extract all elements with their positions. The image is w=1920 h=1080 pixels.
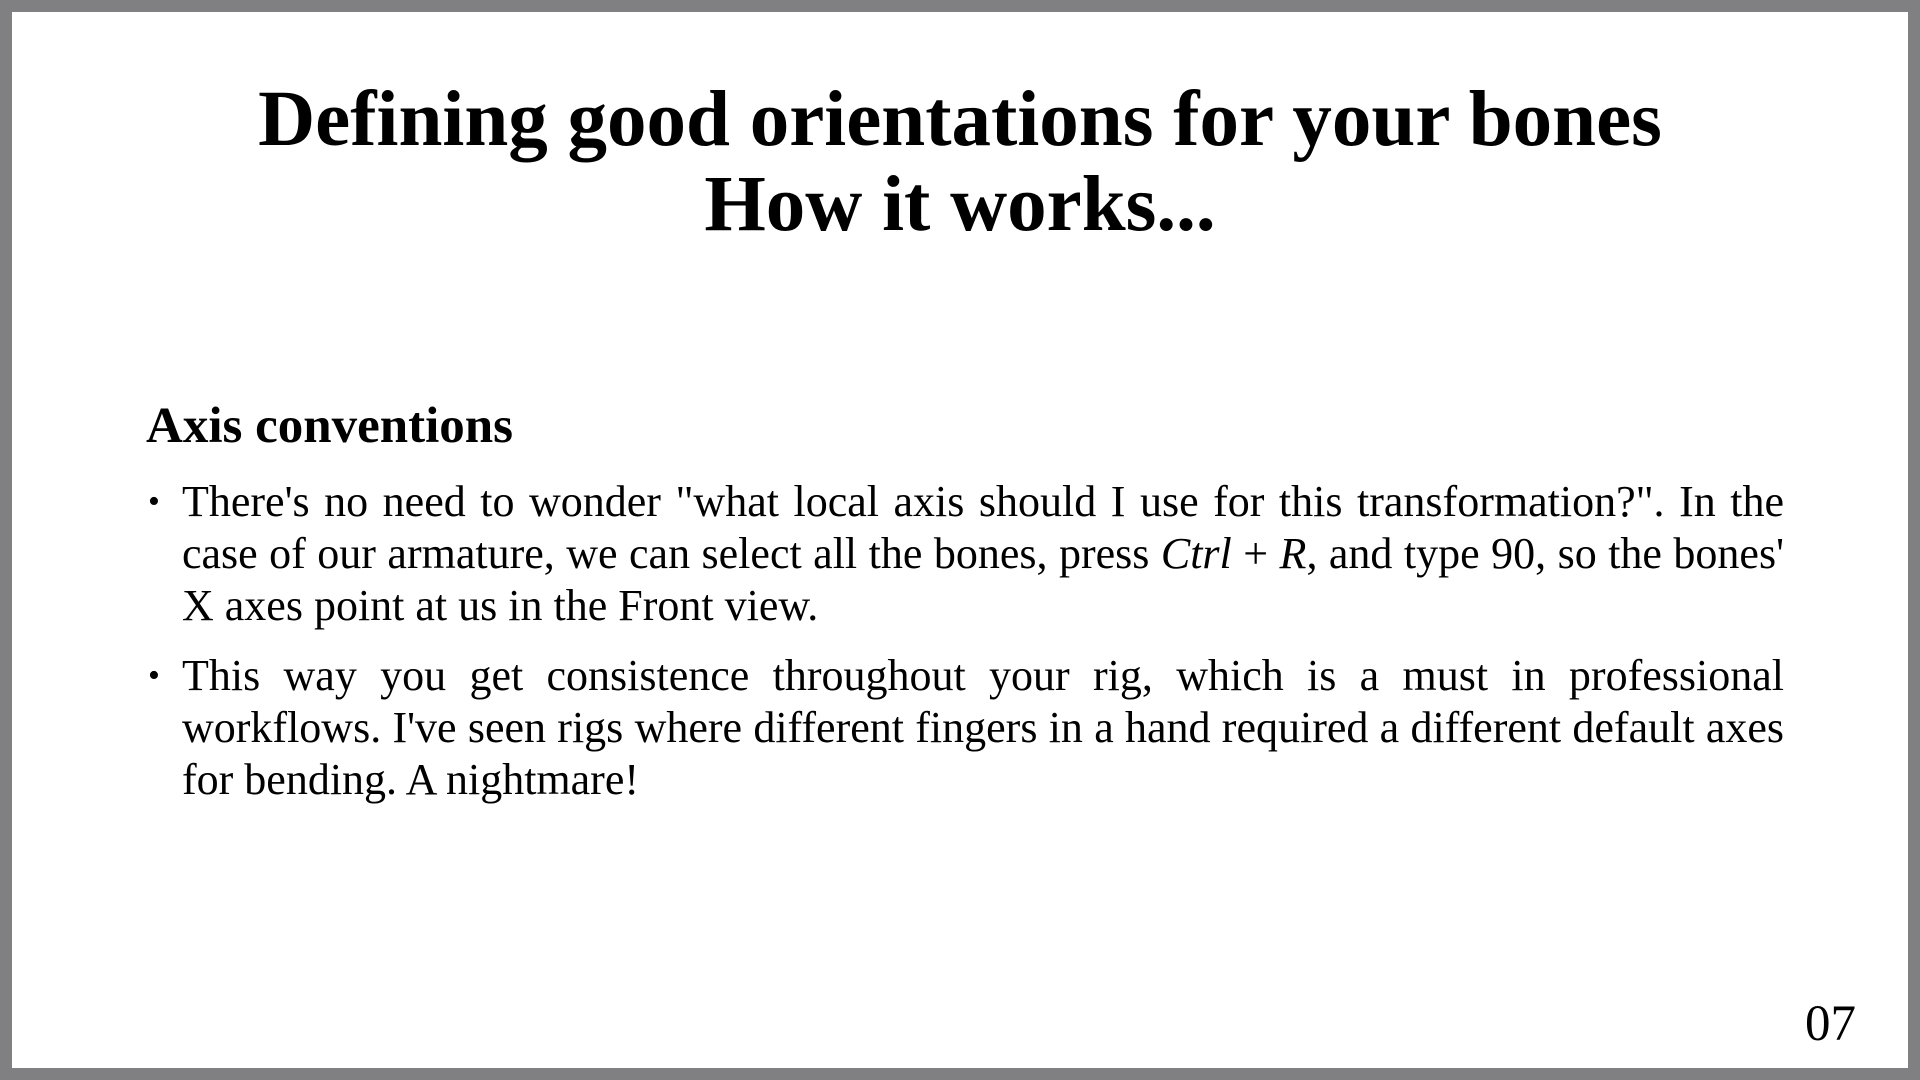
bullet-text: This way you get consistence throughout …: [182, 651, 1784, 804]
bullet-item-consistence: • This way you get consistence throughou…: [146, 650, 1784, 806]
bullet-item-axis-tip: • There's no need to wonder "what local …: [146, 476, 1784, 632]
slide-subtitle: How it works...: [704, 161, 1216, 248]
bullet-icon: •: [148, 657, 160, 694]
page-number: 07: [1805, 996, 1856, 1052]
shortcut-key-r: R: [1279, 529, 1307, 578]
bullet-list: • There's no need to wonder "what local …: [146, 476, 1784, 824]
shortcut-key-joiner: +: [1231, 529, 1280, 578]
bullet-icon: •: [148, 483, 160, 520]
bullet-text-part: , and type 90, so the bones' X axes poin…: [182, 529, 1784, 630]
slide-title: Defining good orientations for your bone…: [258, 76, 1662, 163]
shortcut-key-ctrl: Ctrl: [1160, 529, 1232, 578]
bullet-text-part: There's no need to wonder "what local ax…: [182, 477, 1784, 578]
slide: Defining good orientations for your bone…: [12, 12, 1908, 1068]
section-heading: Axis conventions: [146, 398, 513, 454]
